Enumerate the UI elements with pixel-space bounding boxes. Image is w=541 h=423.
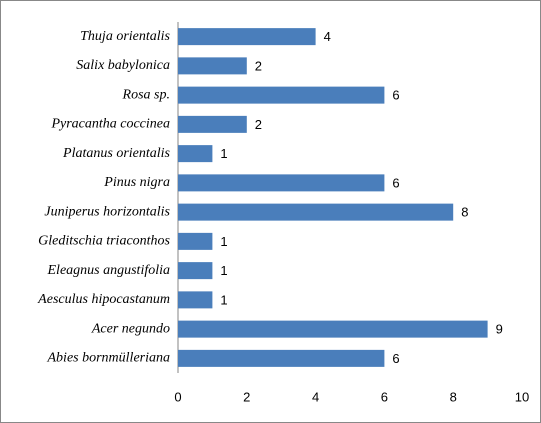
bar — [178, 349, 385, 367]
bar — [178, 203, 454, 221]
bar — [178, 145, 213, 163]
x-tick-label: 6 — [381, 389, 388, 404]
data-label: 1 — [220, 234, 227, 249]
data-label: 4 — [324, 29, 331, 44]
bar — [178, 57, 247, 75]
y-tick-label: Abies bornmülleriana — [47, 351, 171, 366]
y-tick-label: Eleagnus angustifolia — [47, 263, 171, 278]
data-label: 6 — [392, 351, 399, 366]
bar — [178, 86, 385, 104]
y-tick-label: Acer negundo — [91, 321, 170, 336]
data-label: 1 — [220, 263, 227, 278]
y-tick-label: Platanus orientalis — [62, 146, 171, 161]
data-label: 8 — [461, 205, 468, 220]
x-tick-label: 0 — [174, 389, 181, 404]
bar — [178, 115, 247, 133]
x-tick-label: 4 — [312, 389, 319, 404]
data-label: 1 — [220, 146, 227, 161]
y-tick-label: Rosa sp. — [122, 87, 170, 102]
y-tick-label: Pyracantha coccinea — [50, 117, 170, 132]
x-tick-label: 10 — [515, 389, 529, 404]
bar — [178, 291, 213, 309]
y-tick-label: Juniperus horizontalis — [44, 204, 170, 219]
data-label: 2 — [255, 117, 262, 132]
y-tick-label: Pinus nigra — [103, 175, 170, 190]
bar — [178, 174, 385, 192]
bar — [178, 28, 316, 46]
bar — [178, 320, 488, 338]
data-label: 9 — [496, 322, 503, 337]
data-label: 1 — [220, 292, 227, 307]
data-label: 6 — [392, 175, 399, 190]
x-tick-label: 2 — [243, 389, 250, 404]
data-label: 2 — [255, 58, 262, 73]
y-tick-label: Gleditschia triaconthos — [38, 234, 170, 249]
bar — [178, 232, 213, 250]
y-tick-label: Aesculus hipocastanum — [37, 292, 170, 307]
data-label: 6 — [392, 88, 399, 103]
y-tick-label: Thuja orientalis — [80, 29, 170, 44]
bar — [178, 262, 213, 280]
x-tick-label: 8 — [450, 389, 457, 404]
y-tick-label: Salix babylonica — [76, 58, 170, 73]
